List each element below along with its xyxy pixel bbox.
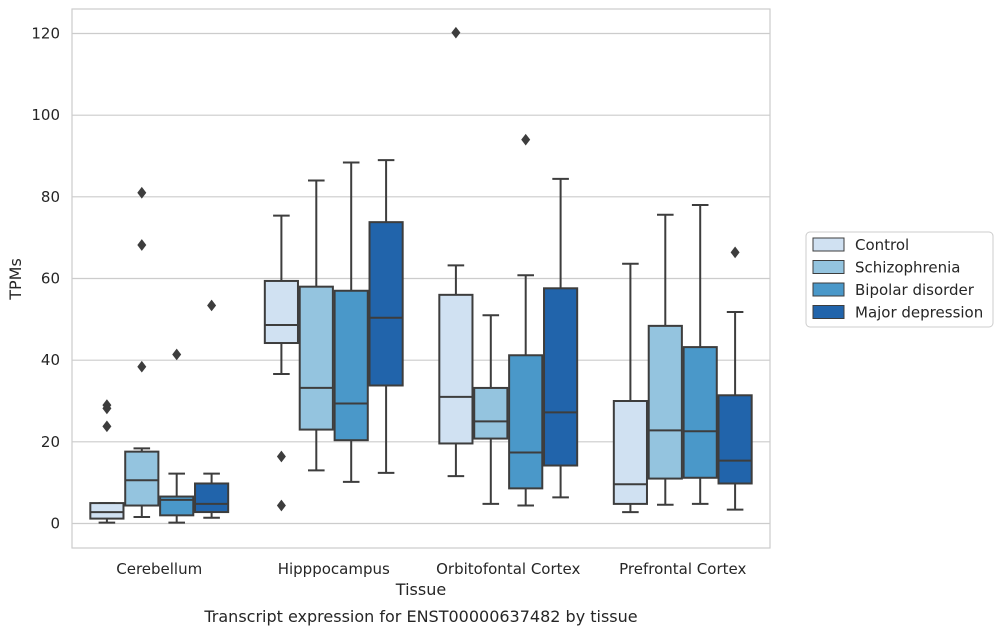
box-body [717,394,753,485]
legend-swatch [812,260,845,274]
legend: Control Schizophrenia Bipolar disorder Majo… [805,231,994,328]
y-axis-ticks: 0 20 40 60 80 100 120 [31,25,60,533]
box [298,179,334,472]
outlier-point [102,420,112,433]
box-body [508,354,544,490]
gridlines [72,32,770,525]
outlier-point [276,450,286,463]
outlier-point [207,299,217,312]
x-tick-label: Cerebellum [116,560,202,578]
outlier-point [521,133,531,146]
y-axis-title: TPMs [6,258,25,301]
series-control [89,26,648,524]
legend-swatch [812,237,845,252]
y-tick-label: 80 [41,188,60,206]
x-tick-label: Hipppocampus [278,560,390,578]
box-body [438,293,474,445]
box-body [89,502,125,520]
box-body [333,289,369,442]
box [508,133,544,507]
outlier-point [137,239,147,251]
box [647,213,683,506]
y-tick-label: 60 [41,270,60,288]
series-bipolar-disorder [159,133,718,524]
outlier-point [276,499,286,512]
box [194,299,230,519]
box [438,26,474,478]
box-body [298,285,334,431]
box-body [159,495,195,517]
box [717,246,753,511]
box-body [612,400,648,505]
outlier-point [730,246,740,259]
legend-label: Major depression [855,304,983,322]
chart-caption: Transcript expression for ENST0000063748… [203,607,637,626]
series-schizophrenia [124,179,683,518]
outlier-point [102,399,112,411]
box-body [682,346,718,479]
box [333,161,369,483]
legend-swatch [812,305,845,319]
series-major-depression [194,159,753,519]
plot-frame [71,8,771,549]
box-body [124,450,160,507]
box [368,159,404,474]
box [159,348,195,524]
box [612,262,648,514]
x-tick-label: Orbitofontal Cortex [436,560,580,578]
box [682,204,718,505]
box [89,399,125,524]
x-tick-label: Prefrontal Cortex [619,560,746,578]
box [473,314,509,505]
box-body [473,386,509,440]
box-body [263,279,299,345]
box [124,186,160,518]
box [263,214,299,512]
outlier-point [137,186,147,199]
y-tick-label: 40 [41,351,60,369]
box-body [194,482,230,514]
box [543,177,579,499]
y-tick-label: 120 [31,25,60,43]
y-tick-label: 20 [41,433,60,451]
box-body [368,221,404,387]
x-axis-ticks: Cerebellum Hipppocampus Orbitofontal Corte… [116,560,746,578]
outlier-point [137,360,147,373]
box-series [89,26,753,524]
outlier-point [172,348,182,361]
y-tick-label: 0 [50,515,60,533]
legend-swatch [812,282,845,297]
legend-label: Control [855,236,909,254]
x-axis-title: Tissue [395,580,446,599]
outlier-point [451,26,461,39]
legend-label: Schizophrenia [855,259,960,277]
box-body [543,287,579,467]
box-body [647,324,683,480]
legend-label: Bipolar disorder [855,281,975,299]
legend-frame [805,231,994,328]
y-tick-label: 100 [31,106,60,124]
